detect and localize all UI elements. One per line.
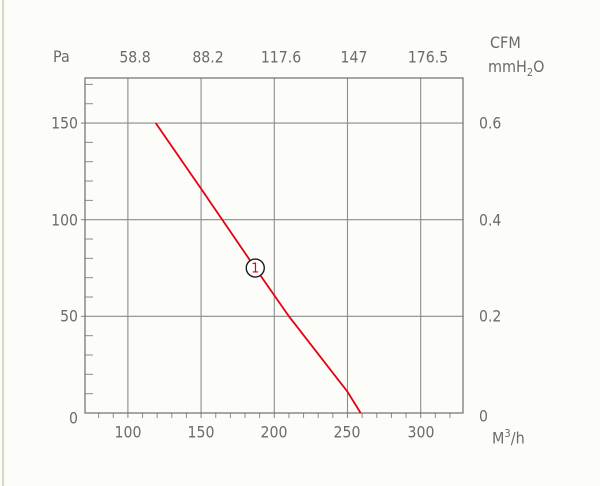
x-axis-tick-label: 150 <box>187 422 215 442</box>
top-axis-tick-label: 147 <box>341 47 368 67</box>
curve-marker-label: 1 <box>251 262 259 277</box>
top-axis-tick-label: 88.2 <box>192 47 224 67</box>
performance-curve-1 <box>154 122 362 414</box>
x-axis-tick-label: 300 <box>407 422 435 442</box>
page-edge-line <box>2 0 4 486</box>
y-axis-tick-label: 100 <box>51 210 78 230</box>
right-axis-unit-prefix: mmH <box>488 57 527 76</box>
x-axis-tick-label: 200 <box>260 422 288 442</box>
bottom-axis-unit-superscript: 3 <box>504 427 511 440</box>
top-axis-tick-label: 176.5 <box>407 47 448 67</box>
right-axis-unit-label: mmH2O <box>488 57 545 79</box>
right-axis-tick-label: 0 <box>479 406 488 426</box>
top-axis-unit-label: CFM <box>490 33 521 52</box>
top-axis-tick-label: 58.8 <box>119 47 151 67</box>
plot-frame <box>84 77 464 414</box>
right-axis-unit-subscript: 2 <box>526 66 534 80</box>
bottom-axis-unit-suffix: /h <box>510 428 525 448</box>
right-axis-unit-suffix: O <box>533 57 545 76</box>
top-axis-tick-label: 117.6 <box>261 47 302 67</box>
curve-marker-circle <box>245 258 265 278</box>
right-axis-tick-label: 0.4 <box>479 210 502 230</box>
y-axis-tick-label: 150 <box>51 113 78 133</box>
x-axis-tick-label: 250 <box>334 422 361 442</box>
bottom-axis-unit-label: M3/h <box>492 427 525 447</box>
right-axis-tick-label: 0.2 <box>479 306 502 326</box>
y-axis-tick-label: 0 <box>69 408 78 428</box>
bottom-axis-unit-prefix: M <box>492 428 505 448</box>
x-axis-tick-label: 100 <box>114 422 142 442</box>
right-axis-tick-label: 0.6 <box>479 113 502 133</box>
left-axis-unit-label: Pa <box>53 47 70 66</box>
y-axis-tick-label: 50 <box>60 306 78 326</box>
